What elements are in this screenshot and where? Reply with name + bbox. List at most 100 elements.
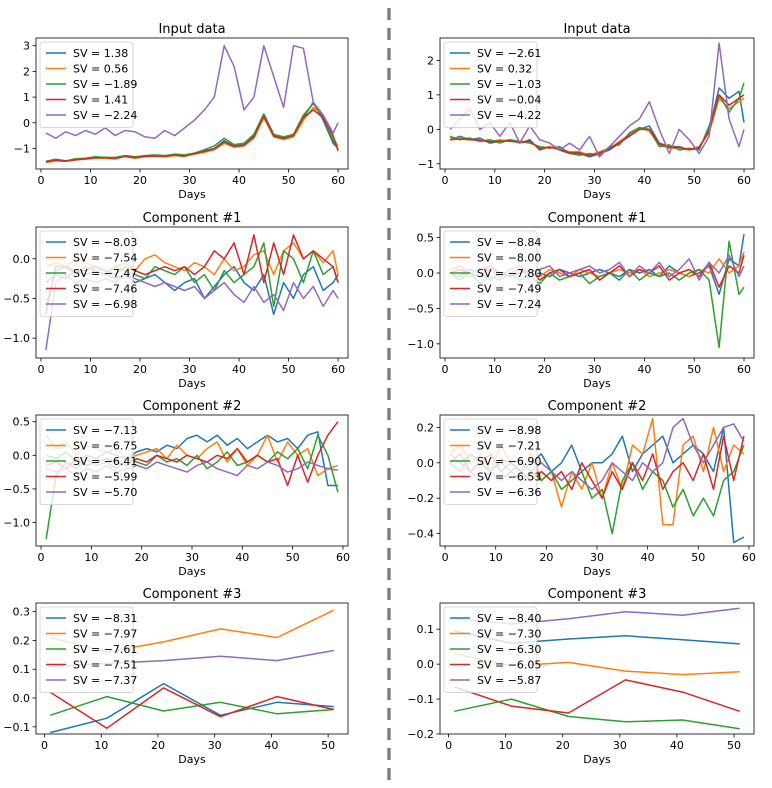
x-tick-label: 0 bbox=[441, 363, 448, 376]
legend-label-2: SV = −7.97 bbox=[73, 628, 137, 641]
y-tick-label: 0.5 bbox=[13, 416, 31, 429]
x-tick-label: 20 bbox=[133, 363, 147, 376]
legend: SV = −8.03 SV = −7.54 SV = −7.47 SV = −7.46… bbox=[39, 230, 137, 317]
legend-label-3: SV = −7.61 bbox=[73, 643, 137, 656]
y-tick-label: 3 bbox=[23, 40, 30, 53]
x-tick-label: 30 bbox=[208, 739, 222, 752]
legend-label-4: SV = 1.41 bbox=[73, 94, 128, 107]
y-tick-label: 0.1 bbox=[417, 623, 435, 636]
chart-title: Component #2 bbox=[548, 399, 647, 414]
x-tick-label: 30 bbox=[590, 551, 604, 564]
legend-label-4: SV = −5.99 bbox=[73, 471, 137, 484]
x-tick-label: 20 bbox=[538, 363, 552, 376]
series-line-4 bbox=[49, 687, 334, 729]
chart-panel-5: Component #2 0 10 20 30 40 50 60 −1.0 −0.5 0.0 0.5 D… bbox=[3, 399, 350, 578]
y-tick-label: −0.5 bbox=[3, 292, 30, 305]
x-tick-label: 50 bbox=[282, 363, 296, 376]
chart-title: Component #3 bbox=[143, 587, 242, 602]
chart-title: Component #2 bbox=[143, 399, 242, 414]
x-tick-label: 20 bbox=[539, 551, 553, 564]
x-axis-label: Days bbox=[583, 188, 611, 201]
x-tick-label: 60 bbox=[331, 363, 345, 376]
chart-title: Component #1 bbox=[548, 211, 647, 226]
y-tick-label: −1 bbox=[14, 142, 30, 155]
legend-label-3: SV = −1.03 bbox=[477, 78, 541, 91]
x-tick-label: 50 bbox=[321, 739, 335, 752]
legend-label-3: SV = −6.90 bbox=[477, 455, 541, 468]
y-tick-label: 0.0 bbox=[417, 658, 435, 671]
legend-label-1: SV = −8.40 bbox=[477, 612, 541, 625]
x-tick-label: 40 bbox=[235, 551, 249, 564]
x-tick-label: 0 bbox=[41, 739, 48, 752]
x-tick-label: 30 bbox=[183, 363, 197, 376]
y-tick-label: 1 bbox=[427, 89, 434, 102]
x-tick-label: 30 bbox=[588, 174, 602, 187]
axes-frame bbox=[35, 37, 349, 170]
x-tick-label: 20 bbox=[538, 174, 552, 187]
x-tick-label: 60 bbox=[737, 363, 751, 376]
legend-box bbox=[39, 606, 134, 693]
x-tick-label: 60 bbox=[742, 551, 756, 564]
x-tick-label: 50 bbox=[286, 551, 300, 564]
series-line-1 bbox=[50, 682, 334, 734]
x-tick-label: 40 bbox=[232, 174, 246, 187]
x-tick-label: 30 bbox=[613, 739, 627, 752]
legend-label-1: SV = 1.38 bbox=[73, 47, 128, 60]
x-tick-label: 30 bbox=[183, 174, 197, 187]
legend: SV = −7.13 SV = −6.75 SV = −6.41 SV = −5.99… bbox=[39, 418, 137, 505]
x-tick-label: 20 bbox=[133, 174, 147, 187]
legend-label-2: SV = 0.56 bbox=[73, 63, 128, 76]
legend-label-5: SV = −5.70 bbox=[73, 486, 137, 499]
y-tick-label: 0.3 bbox=[13, 606, 31, 619]
legend-label-2: SV = −6.75 bbox=[73, 440, 137, 453]
x-axis-label: Days bbox=[583, 565, 611, 578]
y-tick-label: 2 bbox=[23, 65, 30, 78]
chart-title: Component #1 bbox=[143, 211, 242, 226]
y-tick-label: 0.0 bbox=[13, 449, 31, 462]
legend-label-1: SV = −8.84 bbox=[477, 236, 541, 249]
legend-label-4: SV = −0.04 bbox=[477, 94, 541, 107]
legend-label-2: SV = −7.21 bbox=[477, 440, 541, 453]
x-tick-label: 10 bbox=[94, 739, 108, 752]
legend-label-3: SV = −6.30 bbox=[477, 643, 541, 656]
y-tick-label: −0.5 bbox=[407, 302, 434, 315]
y-tick-label: −0.1 bbox=[3, 721, 30, 734]
y-tick-label: −0.5 bbox=[3, 483, 30, 496]
y-tick-label: −1 bbox=[418, 158, 434, 171]
legend-box bbox=[39, 230, 134, 317]
y-tick-label: 0 bbox=[427, 123, 434, 136]
x-axis-label: Days bbox=[583, 753, 611, 766]
legend-label-5: SV = −5.87 bbox=[477, 674, 541, 687]
y-tick-label: 0.0 bbox=[417, 267, 435, 280]
legend-label-2: SV = −8.00 bbox=[477, 252, 541, 265]
y-tick-label: −0.2 bbox=[407, 728, 434, 741]
x-axis-label: Days bbox=[583, 377, 611, 390]
x-tick-label: 0 bbox=[445, 739, 452, 752]
axes-frame bbox=[35, 602, 349, 735]
chart-title: Component #3 bbox=[548, 587, 647, 602]
legend-label-3: SV = −7.80 bbox=[477, 267, 541, 280]
y-tick-label: 0.0 bbox=[13, 692, 31, 705]
legend-label-3: SV = −7.47 bbox=[73, 267, 137, 280]
legend-label-1: SV = −7.13 bbox=[73, 424, 137, 437]
legend: SV = −8.40 SV = −7.30 SV = −6.30 SV = −6.05… bbox=[443, 606, 541, 693]
series-line-4 bbox=[454, 679, 740, 714]
legend-label-5: SV = −6.36 bbox=[477, 486, 541, 499]
x-tick-label: 50 bbox=[282, 174, 296, 187]
x-axis-label: Days bbox=[178, 565, 206, 578]
legend-label-4: SV = −7.51 bbox=[73, 659, 137, 672]
y-tick-label: 0.5 bbox=[417, 232, 435, 245]
x-tick-label: 10 bbox=[84, 551, 98, 564]
x-tick-label: 40 bbox=[670, 739, 684, 752]
series-line-4 bbox=[45, 109, 339, 163]
x-tick-label: 60 bbox=[336, 551, 350, 564]
x-tick-label: 60 bbox=[331, 174, 345, 187]
chart-panel-2: Input data 0 10 20 30 40 50 60 −1 0 1 2 Days SV = −2.… bbox=[418, 22, 755, 201]
x-tick-label: 0 bbox=[37, 363, 44, 376]
x-tick-label: 10 bbox=[489, 551, 503, 564]
x-tick-label: 60 bbox=[737, 174, 751, 187]
legend-box bbox=[443, 230, 538, 317]
legend-label-1: SV = −8.03 bbox=[73, 236, 137, 249]
